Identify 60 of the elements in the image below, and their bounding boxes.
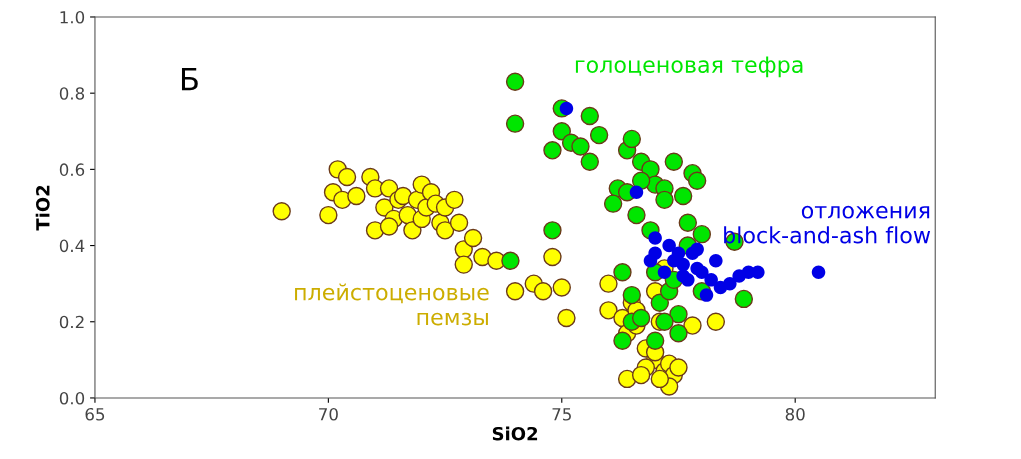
point bbox=[631, 308, 651, 328]
point bbox=[669, 323, 688, 343]
point bbox=[613, 331, 632, 351]
point bbox=[648, 231, 662, 245]
point bbox=[662, 238, 676, 253]
y-tick-label: 0.4 bbox=[59, 239, 85, 253]
point bbox=[751, 265, 765, 279]
point bbox=[559, 101, 574, 116]
point bbox=[622, 129, 642, 149]
point bbox=[687, 171, 707, 191]
point bbox=[673, 186, 693, 206]
x-tick-label: 65 bbox=[85, 407, 105, 421]
point bbox=[669, 304, 688, 324]
point bbox=[811, 265, 826, 279]
point bbox=[690, 242, 704, 257]
point bbox=[695, 265, 709, 279]
point bbox=[657, 265, 672, 279]
point bbox=[505, 114, 525, 133]
point bbox=[505, 72, 525, 91]
point bbox=[603, 194, 623, 213]
point bbox=[692, 224, 712, 244]
point bbox=[589, 125, 609, 145]
y-tick-label: 0.6 bbox=[59, 163, 85, 176]
point bbox=[655, 312, 674, 331]
point bbox=[543, 141, 562, 160]
point bbox=[627, 205, 646, 225]
point bbox=[622, 285, 642, 305]
point bbox=[704, 273, 718, 287]
series-label: отложения block-and-ash flow bbox=[724, 205, 931, 244]
point bbox=[571, 137, 590, 156]
x-tick-label: 75 bbox=[552, 408, 571, 421]
point bbox=[709, 254, 723, 268]
y-tick-label: 1.0 bbox=[60, 10, 85, 24]
point bbox=[678, 213, 698, 232]
y-tick-label: 0.8 bbox=[59, 87, 85, 100]
point bbox=[734, 289, 754, 309]
point bbox=[629, 185, 644, 199]
point bbox=[699, 288, 714, 302]
point bbox=[580, 106, 599, 126]
series-label: плейстоценовые пемзы bbox=[295, 283, 489, 326]
point bbox=[643, 254, 658, 268]
x-tick-label: 80 bbox=[785, 407, 805, 421]
y-tick-label: 0.0 bbox=[59, 391, 85, 405]
point bbox=[664, 152, 684, 171]
point bbox=[631, 171, 651, 191]
point bbox=[723, 276, 737, 291]
point bbox=[676, 269, 690, 283]
series-label: голоценовая тефра bbox=[575, 56, 803, 78]
point bbox=[655, 190, 674, 210]
point bbox=[645, 331, 665, 351]
point bbox=[613, 263, 632, 282]
x-tick-label: 70 bbox=[319, 407, 338, 421]
x-axis-title: SiO2 bbox=[492, 426, 538, 441]
point bbox=[580, 152, 599, 171]
annotation: Б bbox=[181, 67, 198, 91]
y-tick-label: 0.2 bbox=[59, 315, 84, 329]
y-axis-title: TiO2 bbox=[35, 185, 50, 231]
point bbox=[667, 254, 681, 268]
point bbox=[543, 221, 562, 240]
point bbox=[501, 251, 520, 271]
